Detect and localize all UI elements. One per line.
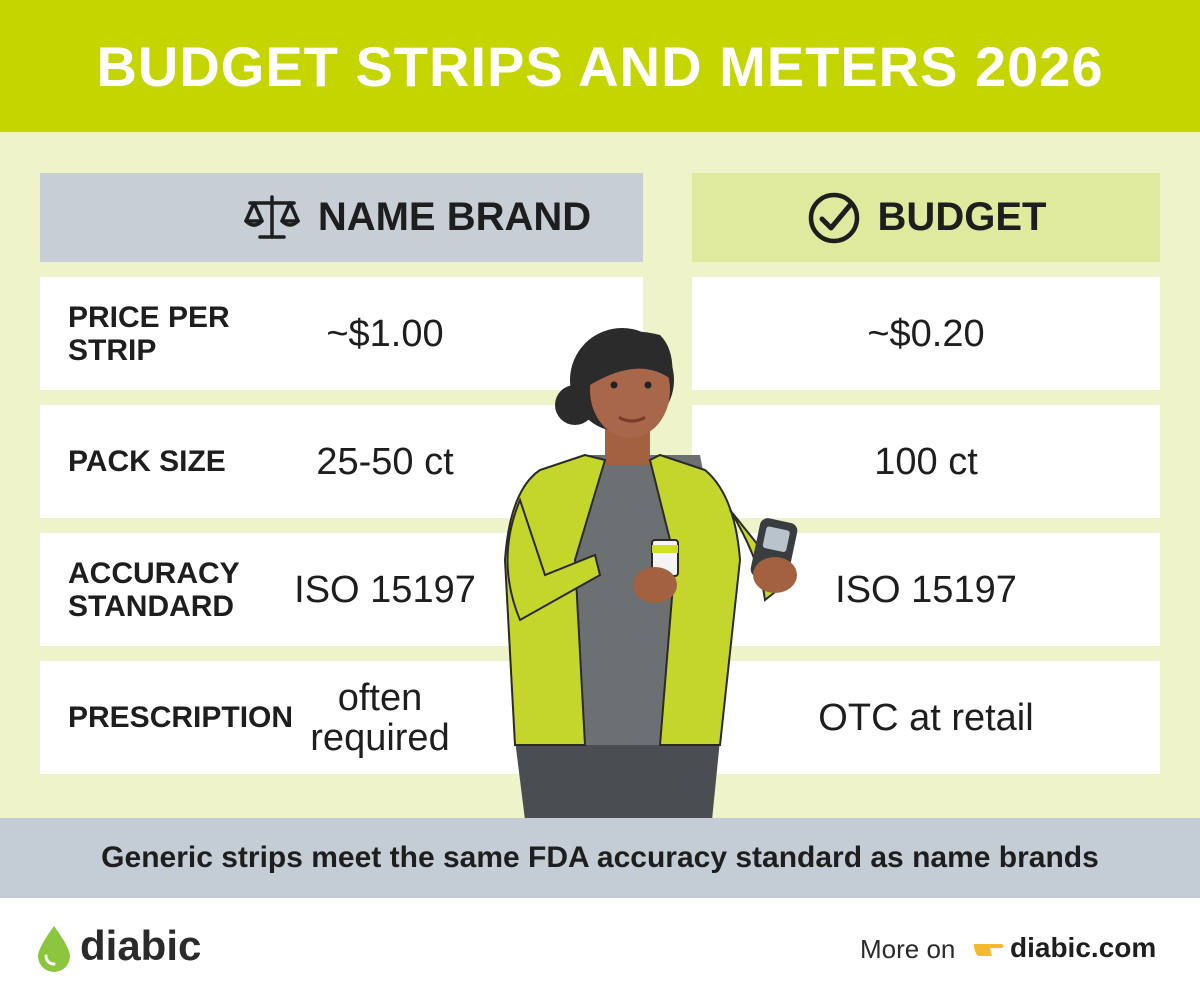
check-icon [808, 192, 859, 243]
column-header: NAME BRAND [40, 173, 643, 262]
logo-drop [38, 926, 70, 972]
footnote: Generic strips meet the same FDA accurac… [101, 841, 1099, 874]
footer: diabic More on diabic.com [0, 898, 1200, 1000]
row-label: ACCURACY STANDARD [68, 556, 240, 623]
row-label: PACK SIZE [68, 445, 226, 478]
cell: ~$0.20 [867, 312, 985, 355]
row-label: PRICE PER STRIP [68, 300, 230, 367]
column-header: BUDGET [692, 173, 1160, 262]
table-row: OTC at retail [692, 661, 1160, 774]
cell: 25-50 ct [316, 440, 454, 483]
pointing-hand [974, 944, 1004, 956]
brand: diabic [80, 922, 202, 969]
table-row: ~$0.20 [692, 277, 1160, 390]
note-band: Generic strips meet the same FDA accurac… [0, 818, 1200, 898]
cell: ISO 15197 [835, 568, 1017, 611]
more-label: More on [860, 934, 956, 964]
cell: OTC at retail [818, 696, 1034, 739]
cell: ISO 15197 [294, 568, 476, 611]
title: BUDGET STRIPS AND METERS 2026 [96, 34, 1104, 98]
link[interactable]: diabic.com [1010, 932, 1157, 963]
table-row: 100 ct [692, 405, 1160, 518]
row-label: PRESCRIPTION [68, 701, 294, 734]
cell: ~$1.00 [326, 312, 444, 355]
header-band: BUDGET STRIPS AND METERS 2026 [0, 0, 1200, 132]
table-row: PRICE PER STRIP ~$1.00 [40, 277, 643, 390]
cell: 100 ct [874, 440, 978, 483]
cell: often required [310, 676, 450, 759]
person-illustration [503, 328, 798, 820]
column-title: NAME BRAND [317, 195, 592, 239]
column-title: BUDGET [877, 195, 1047, 239]
scale-icon [244, 194, 300, 239]
